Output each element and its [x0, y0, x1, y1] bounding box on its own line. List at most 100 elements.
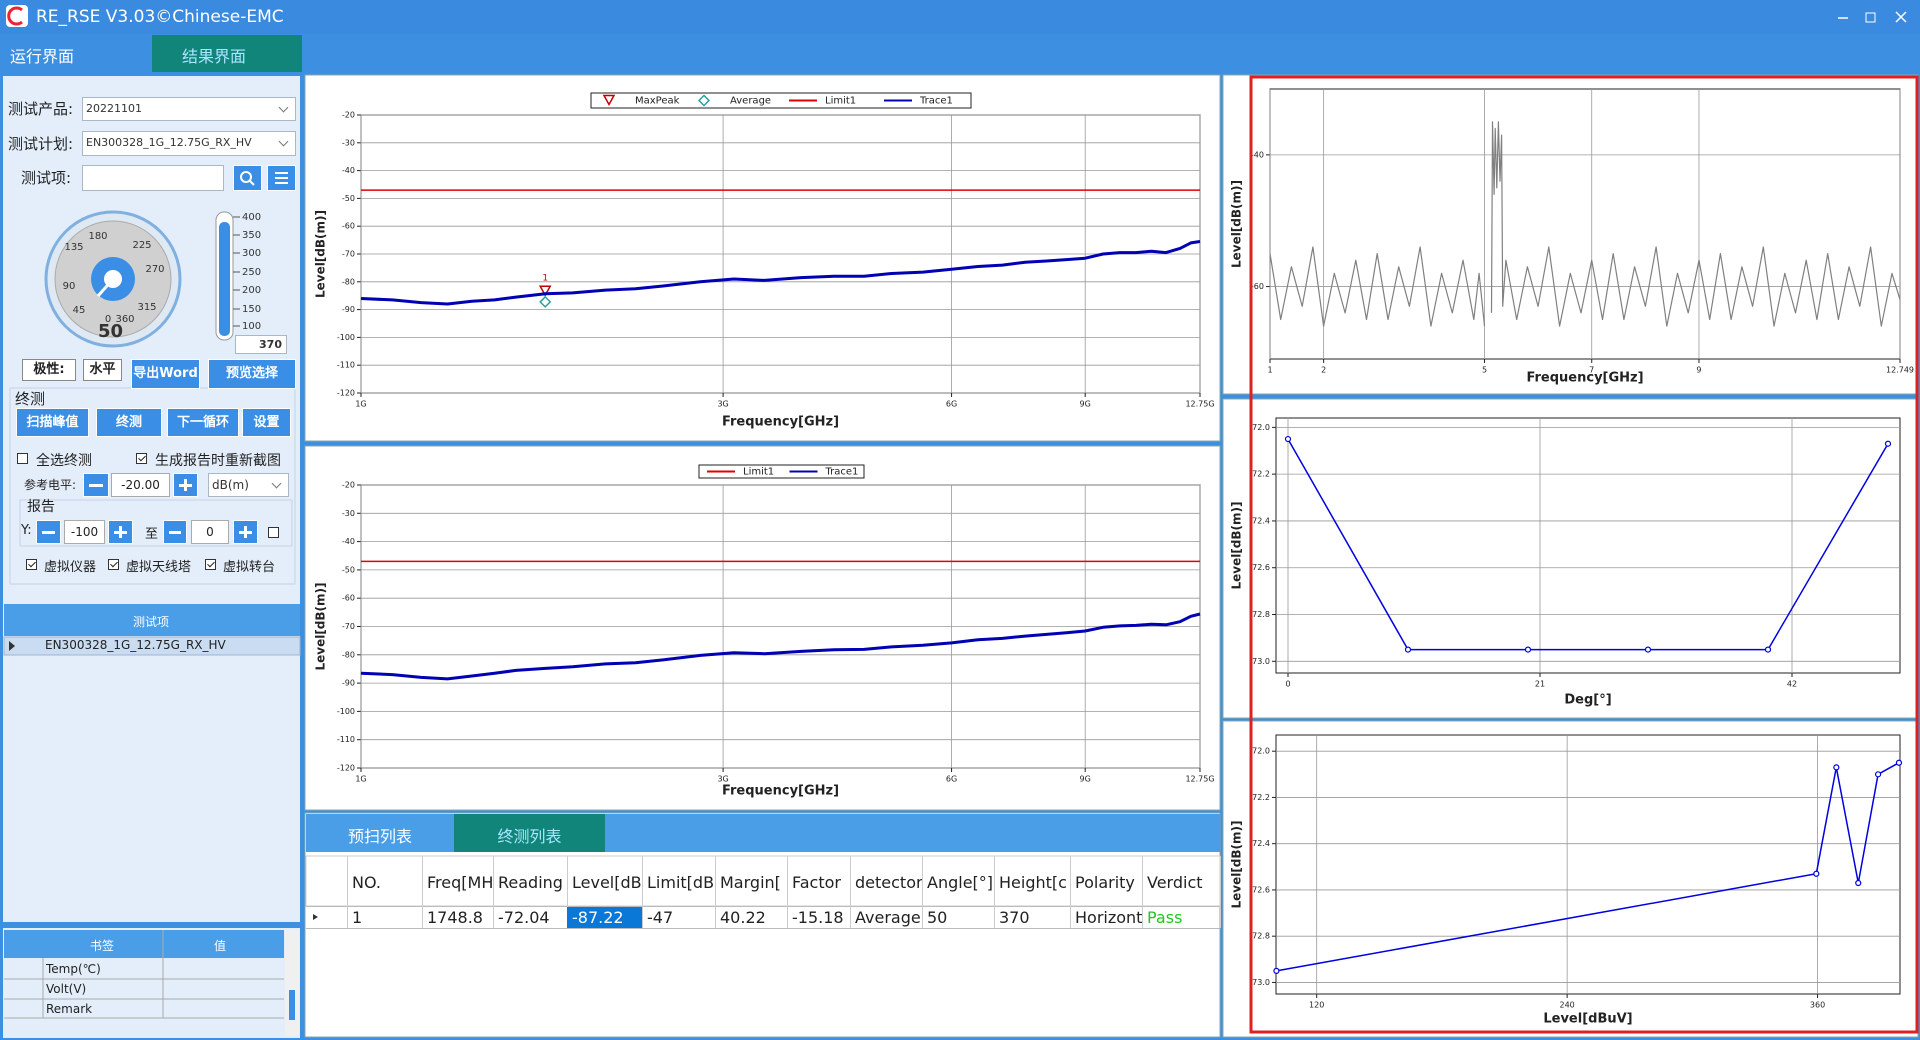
polarity-button[interactable]: 水平 [83, 359, 122, 381]
number-field[interactable]: 0 [191, 520, 229, 544]
grid-line [306, 928, 1220, 929]
x-tick-label: 42 [1787, 680, 1797, 689]
y-tick-label: -80 [342, 650, 355, 659]
y-tick-label: -72.6 [1249, 885, 1270, 894]
text-input[interactable] [82, 165, 224, 191]
export-button[interactable]: 导出Word [131, 359, 200, 389]
combo[interactable]: 20221101 [82, 97, 296, 121]
highlight-frame [1249, 75, 1919, 1034]
thermo-label: 350 [242, 230, 261, 241]
column-header[interactable]: Limit[dB [647, 872, 715, 892]
grid-cell[interactable]: 50 [927, 908, 948, 927]
plus-button[interactable] [173, 473, 198, 497]
column-header[interactable]: detector [855, 872, 922, 892]
dial-needle [96, 278, 115, 297]
column-header: 书签 [89, 939, 115, 953]
x-tick-label: 6G [946, 775, 957, 784]
checkbox[interactable] [268, 527, 279, 538]
checkbox[interactable] [26, 559, 37, 570]
checkbox[interactable] [136, 453, 147, 464]
grid-line [642, 856, 643, 928]
y-tick-label: -120 [337, 389, 355, 398]
group-label: 终测 [15, 390, 46, 408]
button[interactable]: 下一循环 [167, 408, 239, 437]
column-header[interactable]: Verdict [1147, 872, 1203, 892]
dial-label: 270 [145, 264, 164, 275]
grid-cell[interactable]: -15.18 [792, 908, 844, 927]
x-tick-label: 1G [355, 400, 366, 409]
marker [602, 94, 616, 107]
number-field[interactable]: -100 [64, 520, 105, 544]
x-tick-label: 9G [1080, 775, 1091, 784]
minus-button[interactable] [36, 520, 61, 544]
legend-box [590, 92, 972, 109]
checkbox[interactable] [205, 559, 216, 570]
y-tick-label: -100 [337, 333, 355, 342]
close-button[interactable] [1895, 11, 1907, 23]
plus-button[interactable] [233, 520, 258, 544]
tab[interactable]: 运行界面 [10, 47, 75, 66]
column-header[interactable]: Margin[ [720, 872, 781, 892]
label: 测试计划: [8, 135, 74, 153]
preview-button[interactable]: 预览选择 [208, 359, 296, 389]
maximize-button[interactable] [1865, 12, 1876, 23]
grid-line [567, 856, 568, 928]
checkbox[interactable] [108, 559, 119, 570]
app-icon-mark [7, 6, 23, 26]
column-header[interactable]: Freq[MH [427, 872, 493, 892]
y-axis-label: Level[dB(m)] [314, 582, 328, 670]
active-tab-bg [152, 35, 302, 72]
title-bar [0, 0, 1920, 34]
grid-cell[interactable]: -47 [647, 908, 674, 927]
plus-button[interactable] [108, 520, 133, 544]
combo[interactable]: dB(m) [208, 473, 289, 497]
column-header: 测试项 [132, 615, 170, 629]
grid-cell[interactable]: -87.22 [567, 907, 642, 928]
thermo-label: 250 [242, 267, 261, 278]
grid-cell[interactable]: EN300328_1G_12.75G_RX_HV [45, 638, 226, 652]
column-header[interactable]: Polarity [1075, 872, 1135, 892]
column-header[interactable]: Height[c [999, 872, 1067, 892]
number-field[interactable]: -20.00 [111, 473, 170, 497]
search-button[interactable] [233, 165, 262, 191]
table-tab[interactable]: 终测列表 [497, 827, 562, 846]
grid-cell: Remark [46, 1002, 93, 1016]
button[interactable]: 设置 [242, 408, 291, 437]
grid-cell[interactable]: 1 [352, 908, 363, 927]
x-axis-label: Frequency[GHz] [722, 415, 839, 430]
scroll-thumb[interactable] [289, 990, 295, 1020]
column-header[interactable]: Factor [792, 872, 841, 892]
y-axis-label: Level[dB(m)] [1230, 180, 1244, 268]
scrollbar[interactable] [285, 930, 299, 1036]
grid-cell[interactable]: Pass [1147, 908, 1183, 927]
y-tick-label: -73.0 [1249, 657, 1270, 666]
button[interactable]: 扫描峰值 [16, 408, 89, 437]
report-group-box [19, 499, 293, 547]
y-tick-label: -30 [342, 509, 355, 518]
column-header[interactable]: Reading [498, 872, 563, 892]
column-header[interactable]: Level[dB [572, 872, 642, 892]
column-header[interactable]: NO. [352, 872, 381, 892]
grid-cell[interactable]: 1748.8 [427, 908, 483, 927]
grid-cell[interactable]: Horizonta [1075, 908, 1142, 927]
column-header[interactable]: Angle[°] [927, 872, 994, 892]
x-tick-label: 3G [717, 400, 728, 409]
minus-button[interactable] [163, 520, 187, 544]
checkbox[interactable] [17, 453, 28, 464]
grid-cell[interactable]: -72.04 [498, 908, 550, 927]
grid-cell[interactable]: Average [855, 908, 921, 927]
y-axis-label: Level[dB(m)] [1230, 501, 1244, 589]
grid-cell[interactable]: 40.22 [720, 908, 766, 927]
marker [697, 94, 711, 107]
dial-label: 0 [105, 314, 111, 325]
table-tab[interactable]: 预扫列表 [347, 827, 412, 846]
label: 至 [145, 527, 159, 542]
button[interactable]: 终测 [96, 408, 162, 437]
combo[interactable]: EN300328_1G_12.75G_RX_HV [82, 131, 296, 156]
minus-button[interactable] [83, 473, 109, 497]
grid-cell[interactable]: 370 [999, 908, 1030, 927]
x-tick-label: 7 [1589, 366, 1594, 375]
tab[interactable]: 结果界面 [182, 47, 247, 66]
menu-button[interactable] [267, 165, 296, 191]
